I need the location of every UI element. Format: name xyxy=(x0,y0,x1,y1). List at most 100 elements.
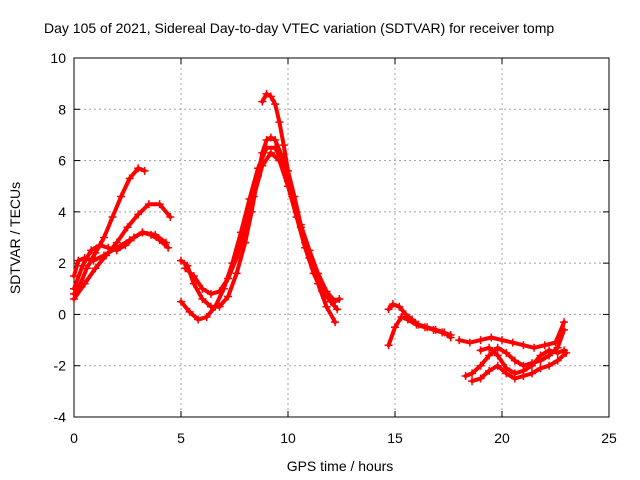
series-pass-12 xyxy=(461,325,569,380)
data-point xyxy=(331,297,340,306)
data-point xyxy=(232,269,241,278)
data-point xyxy=(476,346,485,355)
data-point xyxy=(181,264,190,273)
data-point xyxy=(468,369,477,378)
y-tick-label: 0 xyxy=(58,306,66,322)
data-point xyxy=(166,212,175,221)
data-point xyxy=(553,348,562,357)
data-point xyxy=(70,271,78,280)
data-point xyxy=(125,236,134,245)
data-point xyxy=(70,284,78,293)
data-point xyxy=(275,118,284,127)
series-line xyxy=(72,202,173,301)
data-point xyxy=(144,200,153,209)
data-point xyxy=(138,228,147,237)
data-point xyxy=(560,325,569,334)
data-point xyxy=(536,364,545,373)
data-point xyxy=(99,251,108,260)
data-point xyxy=(112,243,121,252)
y-tick-label: -2 xyxy=(54,358,67,374)
series-line xyxy=(260,91,338,304)
data-point xyxy=(271,136,280,145)
series-line xyxy=(72,166,147,296)
x-tick-label: 5 xyxy=(177,430,185,446)
series-line xyxy=(386,315,453,348)
data-point xyxy=(305,246,314,255)
data-point xyxy=(262,89,271,98)
data-point xyxy=(262,136,271,145)
axis-ticks: 0 5 10 15 20 25 -4 -2 0 2 4 6 8 10 xyxy=(50,50,617,446)
data-point xyxy=(164,243,173,252)
data-point xyxy=(395,302,404,311)
data-point xyxy=(78,261,87,270)
data-point xyxy=(194,315,203,324)
data-point xyxy=(177,256,185,265)
data-point xyxy=(313,269,322,278)
data-point xyxy=(560,318,569,327)
data-point xyxy=(530,343,539,352)
data-point xyxy=(536,351,545,360)
data-point xyxy=(465,338,474,347)
data-point xyxy=(140,166,149,175)
data-point xyxy=(266,148,275,157)
data-point xyxy=(485,351,494,360)
data-point xyxy=(420,323,429,332)
data-point xyxy=(74,256,83,265)
data-point xyxy=(155,200,164,209)
data-point xyxy=(412,320,421,329)
data-point xyxy=(527,369,536,378)
data-point xyxy=(296,220,305,229)
series-pass-9 xyxy=(384,300,455,342)
data-point xyxy=(249,192,258,201)
data-point xyxy=(322,302,331,311)
series-pass-4 xyxy=(70,228,171,280)
data-point xyxy=(502,364,511,373)
data-point xyxy=(151,230,160,239)
data-point xyxy=(95,241,104,250)
data-point xyxy=(384,341,393,350)
data-point xyxy=(545,346,554,355)
data-point xyxy=(279,141,288,150)
data-point xyxy=(384,305,393,314)
data-point xyxy=(331,318,340,327)
data-point xyxy=(104,243,113,252)
series-pass-1 xyxy=(70,164,149,298)
data-point xyxy=(262,143,271,152)
y-tick-label: -4 xyxy=(54,409,67,425)
y-tick-label: 8 xyxy=(58,101,66,117)
y-tick-label: 2 xyxy=(58,255,66,271)
data-point xyxy=(519,366,528,375)
data-point xyxy=(189,279,198,288)
data-point xyxy=(215,287,224,296)
y-axis-title: SDTVAR / TECUs xyxy=(7,182,23,294)
series-pass-2 xyxy=(70,200,175,304)
data-point xyxy=(498,336,506,345)
data-point xyxy=(198,295,207,304)
data-point xyxy=(510,369,519,378)
data-point xyxy=(508,338,517,347)
data-point xyxy=(476,361,485,370)
data-point xyxy=(266,92,275,101)
data-point xyxy=(290,192,299,201)
data-point xyxy=(553,356,562,365)
data-point xyxy=(468,377,477,386)
x-tick-label: 0 xyxy=(70,430,78,446)
data-point xyxy=(211,302,220,311)
data-point xyxy=(177,297,185,306)
data-point xyxy=(510,356,519,365)
data-point xyxy=(403,315,412,324)
data-point xyxy=(476,336,485,345)
data-point xyxy=(388,300,397,309)
chart-title: Day 105 of 2021, Sidereal Day-to-day VTE… xyxy=(44,20,554,36)
data-point xyxy=(333,305,342,314)
data-point xyxy=(560,346,569,355)
data-point xyxy=(80,254,89,263)
data-point xyxy=(476,374,485,383)
data-point xyxy=(275,156,284,165)
x-tick-label: 10 xyxy=(280,430,296,446)
data-point xyxy=(446,330,455,339)
data-point xyxy=(108,212,117,221)
data-point xyxy=(527,361,536,370)
data-point xyxy=(455,336,464,345)
x-axis-title: GPS time / hours xyxy=(287,458,394,474)
